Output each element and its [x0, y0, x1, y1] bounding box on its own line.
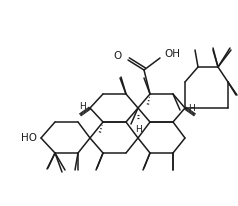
- Text: H: H: [135, 125, 141, 134]
- Text: H: H: [79, 102, 86, 110]
- Text: OH: OH: [164, 49, 180, 59]
- Text: HO: HO: [21, 133, 37, 143]
- Text: O: O: [114, 51, 122, 61]
- Text: H: H: [188, 103, 195, 112]
